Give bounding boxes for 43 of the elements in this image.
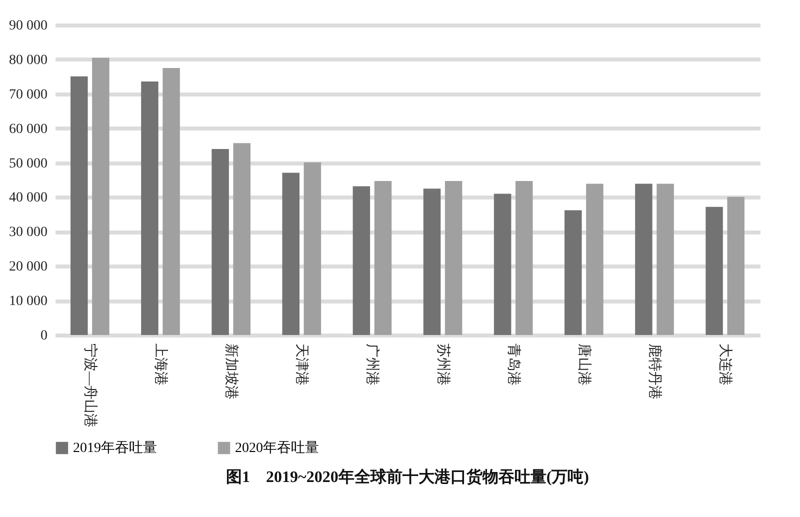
bar [494,194,512,335]
y-tick-label: 20 000 [9,260,48,275]
y-tick-label: 70 000 [9,87,48,102]
bar [374,181,392,335]
y-tick-label: 80 000 [9,52,48,68]
bar [141,81,158,335]
bar [564,210,582,335]
x-tick-label: 大连港 [717,344,734,386]
bar [162,68,180,335]
x-tick-label: 上海港 [152,344,169,386]
y-tick-label: 10 000 [9,294,48,310]
y-tick-label: 40 000 [9,190,48,206]
x-tick-label: 苏州港 [434,344,451,386]
bar [70,76,88,335]
bar [92,58,110,335]
x-tick-label: 新加坡港 [223,344,240,400]
y-tick-label: 30 000 [9,225,48,240]
y-tick-label: 50 000 [9,156,48,172]
bar [352,186,370,335]
bar [423,188,441,335]
bar [233,143,250,335]
x-tick-label: 宁波—舟山港 [82,344,98,428]
x-tick-label: 天津港 [294,344,310,386]
x-tick-label: 唐山港 [576,344,592,386]
y-tick-label: 0 [40,328,48,344]
bar [444,181,462,335]
y-tick-label: 60 000 [9,122,48,137]
bar [727,196,744,335]
y-tick-label: 90 000 [9,18,48,34]
text: 图1 2019~2020年全球前十大港口货物吞吐量(万吨) [226,468,589,486]
legend-label: 2020年吞吐量 [235,440,319,456]
x-tick-label: 鹿特丹港 [646,344,662,400]
x-tick-label: 青岛港 [505,344,522,386]
bar [516,181,533,335]
bar [586,184,604,335]
bar [635,184,652,335]
legend-label: 2019年吞吐量 [73,440,157,456]
bar [282,172,300,335]
bar [304,162,322,335]
bar [706,206,723,335]
bar [212,149,229,335]
bar [656,184,674,335]
x-tick-label: 广州港 [364,344,380,386]
